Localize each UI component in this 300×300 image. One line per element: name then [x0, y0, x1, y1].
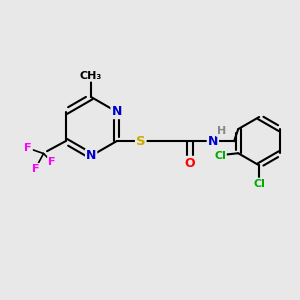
Text: F: F [48, 157, 56, 167]
Text: CH₃: CH₃ [80, 71, 102, 81]
Text: F: F [32, 164, 39, 174]
Text: H: H [217, 126, 226, 136]
Text: O: O [184, 157, 195, 170]
Text: S: S [136, 135, 146, 148]
Text: Cl: Cl [214, 151, 226, 161]
Text: N: N [208, 135, 218, 148]
Text: N: N [86, 149, 96, 162]
Text: N: N [111, 105, 122, 118]
Text: F: F [25, 143, 32, 153]
Text: Cl: Cl [253, 178, 265, 189]
